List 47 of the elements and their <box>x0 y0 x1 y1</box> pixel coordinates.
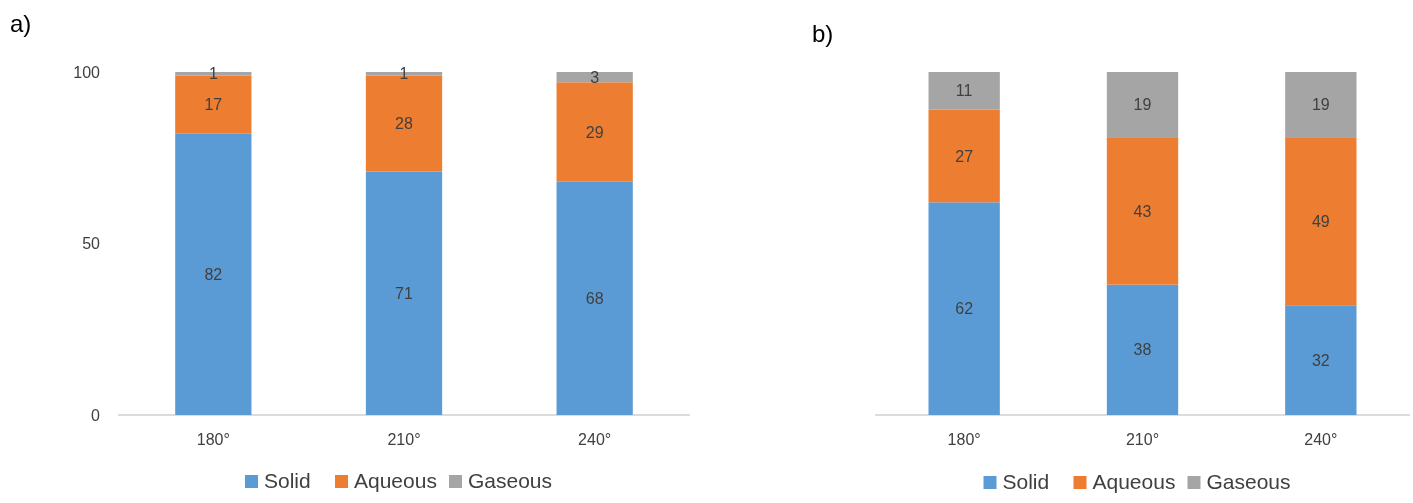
x-tick-label: 180° <box>196 431 230 448</box>
legend-label: Gaseous <box>1206 470 1291 493</box>
x-tick-label: 240° <box>1304 431 1338 448</box>
data-label: 71 <box>395 284 413 302</box>
bar <box>556 181 633 415</box>
legend-label: Aqueous <box>1092 470 1176 493</box>
bar <box>365 171 443 415</box>
data-label: 19 <box>1311 96 1330 114</box>
data-label: 17 <box>204 96 223 114</box>
data-label: 82 <box>204 265 223 283</box>
x-tick-label: 240° <box>578 431 612 448</box>
data-label: 32 <box>1311 351 1330 369</box>
data-label: 3 <box>590 68 600 86</box>
chart-title: b) <box>812 20 834 47</box>
y-tick-label: 0 <box>91 406 101 424</box>
data-label: 11 <box>955 82 973 100</box>
legend-label: Gaseous <box>468 469 553 492</box>
data-label: 27 <box>955 147 974 165</box>
chart-title: a) <box>10 10 32 37</box>
data-label: 29 <box>585 123 604 141</box>
bar <box>928 109 1000 203</box>
bar <box>1106 72 1179 138</box>
x-tick-label: 210° <box>387 431 421 448</box>
bar <box>928 72 1000 110</box>
legend-label: Aqueous <box>354 469 437 492</box>
bar <box>556 72 633 83</box>
data-label: 49 <box>1311 212 1330 230</box>
bar <box>1285 137 1357 306</box>
y-tick-label: 100 <box>73 63 101 81</box>
x-tick-label: 180° <box>947 431 981 448</box>
bar <box>175 133 252 415</box>
bar <box>1106 137 1179 285</box>
bar <box>556 82 633 182</box>
bar <box>1106 284 1179 415</box>
bar <box>1285 72 1357 138</box>
bar <box>928 202 1000 415</box>
legend-label: Solid <box>1002 470 1050 493</box>
data-label: 19 <box>1133 96 1152 114</box>
x-tick-label: 210° <box>1125 431 1160 448</box>
data-label: 43 <box>1133 202 1152 220</box>
data-label: 38 <box>1133 341 1152 359</box>
data-label: 68 <box>585 289 604 307</box>
y-tick-label: 50 <box>82 235 101 253</box>
bar <box>1285 305 1357 415</box>
data-label: 28 <box>395 115 413 133</box>
legend-label: Solid <box>264 469 311 492</box>
data-label: 62 <box>955 300 974 318</box>
